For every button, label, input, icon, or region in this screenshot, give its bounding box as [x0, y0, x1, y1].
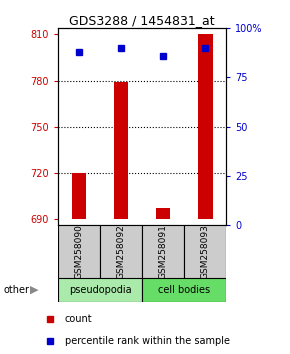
Text: GSM258091: GSM258091 — [159, 224, 168, 279]
FancyBboxPatch shape — [58, 225, 100, 278]
Text: GSM258092: GSM258092 — [117, 224, 126, 279]
FancyBboxPatch shape — [142, 278, 226, 302]
FancyBboxPatch shape — [100, 225, 142, 278]
Text: pseudopodia: pseudopodia — [69, 285, 131, 295]
Bar — [114, 82, 128, 219]
Text: percentile rank within the sample: percentile rank within the sample — [65, 336, 230, 346]
Text: count: count — [65, 314, 93, 324]
Bar — [156, 208, 171, 219]
FancyBboxPatch shape — [58, 278, 142, 302]
Text: other: other — [4, 285, 30, 295]
Text: cell bodies: cell bodies — [158, 285, 210, 295]
Bar — [72, 173, 86, 219]
Text: GSM258093: GSM258093 — [201, 224, 210, 279]
FancyBboxPatch shape — [142, 225, 184, 278]
FancyBboxPatch shape — [184, 225, 226, 278]
Text: GSM258090: GSM258090 — [75, 224, 84, 279]
Bar — [198, 34, 213, 219]
Title: GDS3288 / 1454831_at: GDS3288 / 1454831_at — [69, 14, 215, 27]
Text: ▶: ▶ — [30, 285, 39, 295]
